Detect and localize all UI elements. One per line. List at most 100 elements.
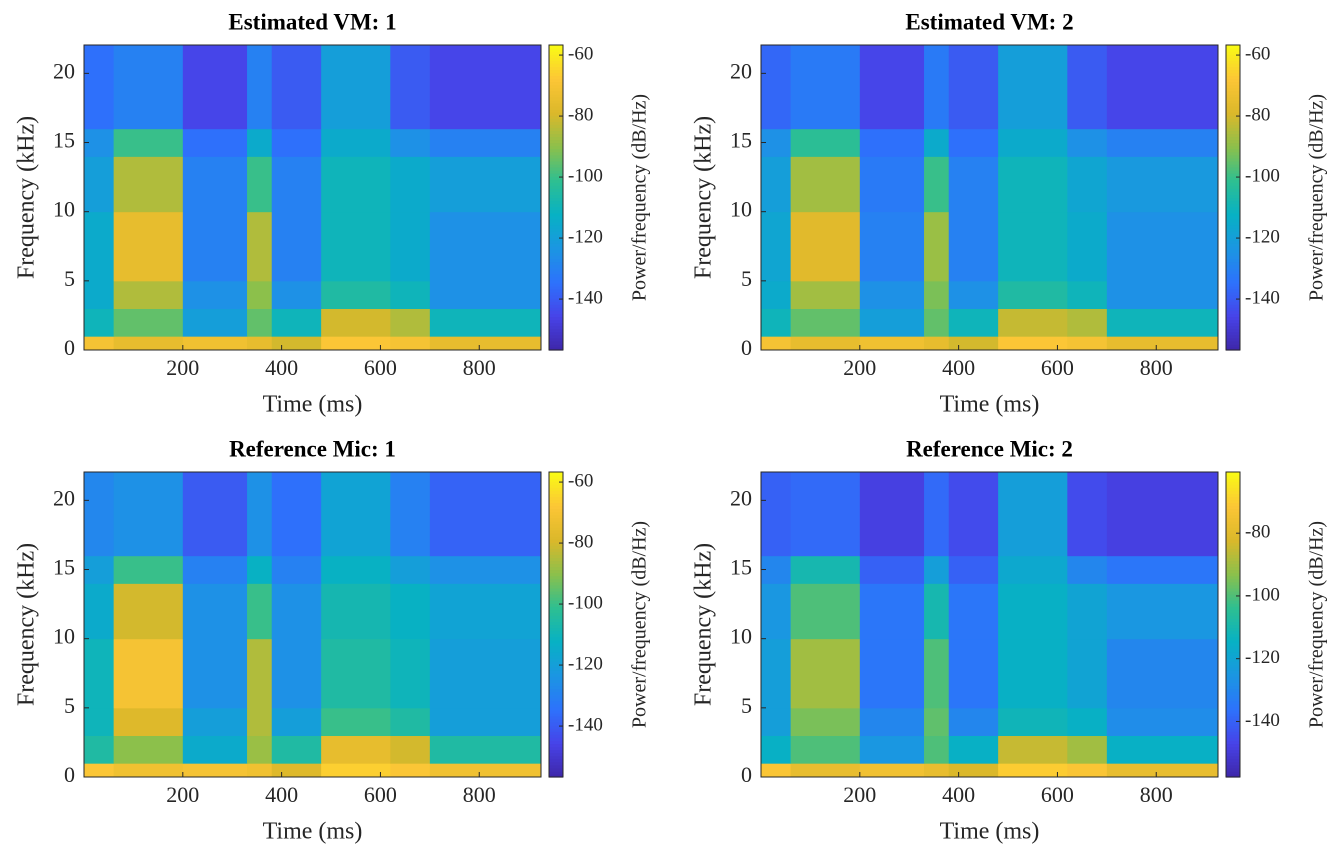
cell — [390, 211, 431, 282]
colorbar-swatch — [549, 667, 563, 671]
y-tick-label: 20 — [53, 58, 75, 83]
colorbar-swatch — [549, 78, 563, 83]
cell — [998, 45, 1068, 130]
colorbar-swatch — [1226, 612, 1240, 616]
colorbar-swatch — [1226, 215, 1240, 220]
colorbar-swatch — [549, 307, 563, 311]
axes-box — [83, 44, 542, 351]
cell — [1106, 735, 1219, 764]
cell — [998, 763, 1068, 778]
colorbar-swatch — [1226, 493, 1240, 497]
colorbar-swatch — [1226, 737, 1240, 741]
colorbar-swatch — [1226, 703, 1240, 708]
colorbar-swatch — [549, 154, 563, 159]
colorbar-swatch — [549, 484, 563, 488]
colorbar-swatch — [549, 716, 563, 720]
colorbar-swatch — [1226, 160, 1240, 165]
cell — [859, 555, 925, 584]
colorbar-swatch — [549, 639, 563, 644]
y-tick-label: 20 — [730, 58, 752, 83]
cell — [429, 472, 542, 557]
cell — [182, 735, 248, 764]
y-tick-label: 5 — [741, 266, 752, 291]
colorbar-swatch — [549, 655, 563, 659]
colorbar-swatch — [1226, 661, 1240, 665]
colorbar-swatch — [1226, 688, 1240, 693]
colorbar-swatch — [549, 194, 563, 199]
colorbar-swatch — [1226, 685, 1240, 690]
colorbar-swatch — [1226, 511, 1240, 516]
colorbar-swatch — [549, 627, 563, 632]
colorbar-box — [1225, 471, 1241, 778]
colorbar-swatch — [549, 188, 563, 192]
colorbar-swatch — [1226, 475, 1240, 479]
colorbar-swatch — [1226, 54, 1240, 58]
cell — [182, 211, 248, 282]
colorbar-swatch — [1226, 508, 1240, 513]
colorbar-swatch — [549, 514, 563, 519]
colorbar-swatch — [549, 651, 563, 656]
colorbar-swatch — [1226, 292, 1240, 296]
colorbar-box — [548, 44, 564, 351]
colorbar-swatch — [549, 45, 563, 49]
colorbar-swatch — [549, 584, 563, 589]
colorbar-swatch — [549, 499, 563, 504]
colorbar-swatch — [549, 600, 563, 604]
axes-box — [760, 44, 1219, 351]
colorbar-swatch — [549, 767, 563, 772]
cell — [390, 336, 431, 351]
colorbar-swatch — [1226, 243, 1240, 247]
colorbar-swatch — [1226, 57, 1240, 61]
colorbar-swatch — [1226, 307, 1240, 311]
cell — [321, 735, 391, 764]
colorbar-swatch — [549, 734, 563, 738]
colorbar-swatch — [1226, 136, 1240, 141]
colorbar-swatch — [549, 737, 563, 741]
cell — [1067, 156, 1108, 213]
cell — [113, 211, 184, 282]
x-tick-label: 800 — [463, 355, 496, 380]
cell — [182, 707, 248, 737]
colorbar-swatch — [549, 478, 563, 482]
colorbar-swatch — [549, 87, 563, 92]
colorbar-swatch — [1226, 234, 1240, 238]
cell — [948, 638, 999, 709]
colorbar-tick-label: -140 — [1245, 287, 1280, 308]
colorbar-swatch — [549, 618, 563, 623]
colorbar-tick-label: -140 — [568, 714, 603, 735]
colorbar-swatch — [1226, 572, 1240, 577]
colorbar-swatch — [549, 700, 563, 705]
colorbar-swatch — [549, 133, 563, 138]
colorbar-swatch — [1226, 676, 1240, 680]
cell — [790, 156, 861, 213]
colorbar-swatch — [549, 557, 563, 562]
colorbar-swatch — [1226, 682, 1240, 687]
colorbar-swatch — [1226, 301, 1240, 305]
colorbar-swatch — [1226, 615, 1240, 619]
colorbar-swatch — [1226, 145, 1240, 150]
cell — [998, 472, 1068, 557]
cell — [390, 280, 431, 310]
cell — [948, 707, 999, 737]
colorbar-swatch — [1226, 182, 1240, 186]
colorbar-swatch — [549, 279, 563, 284]
colorbar-swatch — [549, 621, 563, 626]
colorbar-swatch — [549, 590, 563, 595]
colorbar-swatch — [549, 337, 563, 342]
colorbar-swatch — [1226, 200, 1240, 205]
cell — [924, 735, 950, 764]
colorbar-swatch — [1226, 505, 1240, 510]
colorbar-swatch — [1226, 87, 1240, 92]
colorbar-swatch — [549, 160, 563, 165]
colorbar-swatch — [549, 246, 563, 250]
cell — [1067, 336, 1108, 351]
cell — [1067, 763, 1108, 778]
cell — [924, 211, 950, 282]
colorbar-swatch — [1226, 694, 1240, 699]
colorbar-swatch — [549, 343, 563, 348]
colorbar-swatch — [1226, 246, 1240, 250]
colorbar-swatch — [1226, 728, 1240, 732]
colorbar-swatch — [1226, 258, 1240, 263]
colorbar-swatch — [549, 520, 563, 525]
